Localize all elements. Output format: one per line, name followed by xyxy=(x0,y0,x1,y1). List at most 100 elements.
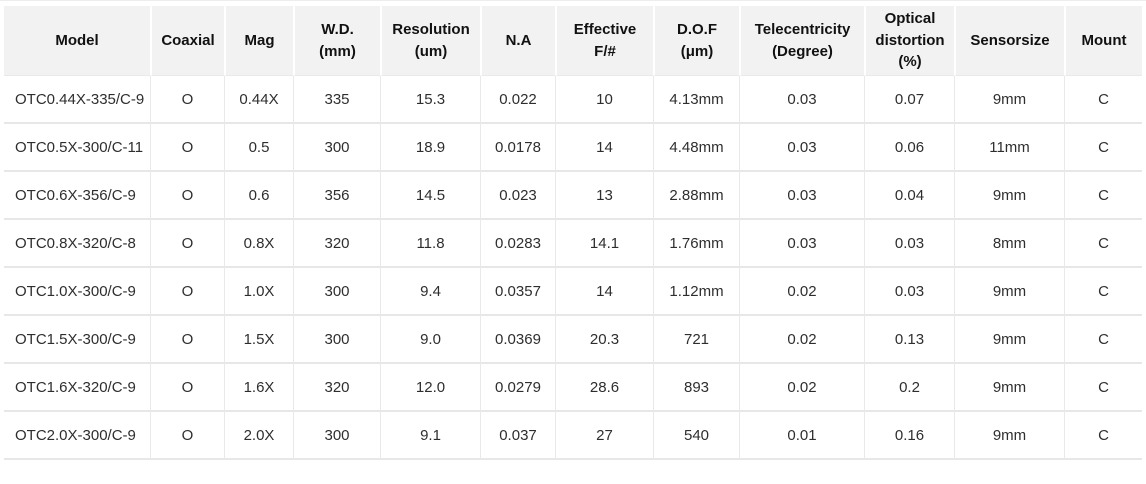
column-header-working-distance: W.D. (mm) xyxy=(293,6,380,76)
cell-dof: 4.13mm xyxy=(653,76,739,124)
cell-model: OTC0.6X-356/C-9 xyxy=(4,172,150,220)
cell-sensor-size: 9mm xyxy=(954,316,1064,364)
cell-wd: 300 xyxy=(293,316,380,364)
cell-mag: 2.0X xyxy=(224,412,293,460)
cell-mag: 1.5X xyxy=(224,316,293,364)
table-row: OTC0.44X-335/C-9 O 0.44X 335 15.3 0.022 10 4.13… xyxy=(4,76,1142,124)
cell-wd: 335 xyxy=(293,76,380,124)
cell-effective-f: 14.1 xyxy=(555,220,653,268)
cell-mag: 0.6 xyxy=(224,172,293,220)
table-row: OTC2.0X-300/C-9 O 2.0X 300 9.1 0.037 27 540 0.01… xyxy=(4,412,1142,460)
cell-effective-f: 10 xyxy=(555,76,653,124)
cell-na: 0.0178 xyxy=(480,124,555,172)
cell-mag: 1.6X xyxy=(224,364,293,412)
cell-wd: 320 xyxy=(293,220,380,268)
cell-coaxial: O xyxy=(150,124,224,172)
header-row: Model Coaxial Mag W.D. (mm) Resolution (… xyxy=(4,6,1142,76)
cell-effective-f: 28.6 xyxy=(555,364,653,412)
column-header-mag: Mag xyxy=(224,6,293,76)
cell-effective-f: 14 xyxy=(555,124,653,172)
cell-na: 0.023 xyxy=(480,172,555,220)
cell-mount: C xyxy=(1064,76,1142,124)
cell-model: OTC0.44X-335/C-9 xyxy=(4,76,150,124)
cell-resolution: 14.5 xyxy=(380,172,480,220)
cell-optical-distortion: 0.16 xyxy=(864,412,954,460)
cell-mag: 0.5 xyxy=(224,124,293,172)
cell-sensor-size: 9mm xyxy=(954,76,1064,124)
cell-model: OTC2.0X-300/C-9 xyxy=(4,412,150,460)
column-header-optical-distortion: Optical distortion (%) xyxy=(864,6,954,76)
cell-coaxial: O xyxy=(150,364,224,412)
cell-mount: C xyxy=(1064,364,1142,412)
cell-mount: C xyxy=(1064,220,1142,268)
cell-sensor-size: 8mm xyxy=(954,220,1064,268)
cell-effective-f: 13 xyxy=(555,172,653,220)
cell-model: OTC1.0X-300/C-9 xyxy=(4,268,150,316)
column-header-model: Model xyxy=(4,6,150,76)
cell-effective-f: 20.3 xyxy=(555,316,653,364)
cell-coaxial: O xyxy=(150,316,224,364)
cell-sensor-size: 9mm xyxy=(954,172,1064,220)
cell-telecentricity: 0.03 xyxy=(739,172,864,220)
cell-effective-f: 14 xyxy=(555,268,653,316)
telecentric-lens-spec-table: Model Coaxial Mag W.D. (mm) Resolution (… xyxy=(4,6,1142,460)
table-row: OTC0.8X-320/C-8 O 0.8X 320 11.8 0.0283 14.1 1.7… xyxy=(4,220,1142,268)
cell-dof: 540 xyxy=(653,412,739,460)
cell-wd: 320 xyxy=(293,364,380,412)
cell-wd: 300 xyxy=(293,124,380,172)
cell-mount: C xyxy=(1064,316,1142,364)
cell-resolution: 9.0 xyxy=(380,316,480,364)
cell-na: 0.037 xyxy=(480,412,555,460)
column-header-telecentricity: Telecentricity (Degree) xyxy=(739,6,864,76)
table-row: OTC0.6X-356/C-9 O 0.6 356 14.5 0.023 13 2.88mm 0… xyxy=(4,172,1142,220)
cell-dof: 4.48mm xyxy=(653,124,739,172)
cell-na: 0.022 xyxy=(480,76,555,124)
cell-dof: 721 xyxy=(653,316,739,364)
cell-telecentricity: 0.03 xyxy=(739,124,864,172)
cell-wd: 356 xyxy=(293,172,380,220)
cell-resolution: 15.3 xyxy=(380,76,480,124)
cell-dof: 2.88mm xyxy=(653,172,739,220)
cell-optical-distortion: 0.04 xyxy=(864,172,954,220)
cell-telecentricity: 0.02 xyxy=(739,268,864,316)
cell-telecentricity: 0.03 xyxy=(739,76,864,124)
cell-resolution: 11.8 xyxy=(380,220,480,268)
cell-telecentricity: 0.02 xyxy=(739,316,864,364)
cell-sensor-size: 9mm xyxy=(954,364,1064,412)
cell-na: 0.0279 xyxy=(480,364,555,412)
cell-na: 0.0369 xyxy=(480,316,555,364)
cell-model: OTC0.8X-320/C-8 xyxy=(4,220,150,268)
cell-optical-distortion: 0.06 xyxy=(864,124,954,172)
cell-optical-distortion: 0.03 xyxy=(864,268,954,316)
cell-dof: 893 xyxy=(653,364,739,412)
cell-telecentricity: 0.02 xyxy=(739,364,864,412)
cell-telecentricity: 0.03 xyxy=(739,220,864,268)
cell-resolution: 18.9 xyxy=(380,124,480,172)
column-header-resolution: Resolution (um) xyxy=(380,6,480,76)
cell-mount: C xyxy=(1064,124,1142,172)
cell-coaxial: O xyxy=(150,76,224,124)
cell-coaxial: O xyxy=(150,220,224,268)
column-header-mount: Mount xyxy=(1064,6,1142,76)
cell-resolution: 12.0 xyxy=(380,364,480,412)
column-header-coaxial: Coaxial xyxy=(150,6,224,76)
cell-optical-distortion: 0.2 xyxy=(864,364,954,412)
table-row: OTC1.0X-300/C-9 O 1.0X 300 9.4 0.0357 14 1.12mm… xyxy=(4,268,1142,316)
cell-mount: C xyxy=(1064,268,1142,316)
column-header-numerical-aperture: N.A xyxy=(480,6,555,76)
column-header-effective-fnumber: Effective F/# xyxy=(555,6,653,76)
cell-wd: 300 xyxy=(293,412,380,460)
cell-coaxial: O xyxy=(150,268,224,316)
cell-telecentricity: 0.01 xyxy=(739,412,864,460)
table-body: OTC0.44X-335/C-9 O 0.44X 335 15.3 0.022 10 4.13… xyxy=(4,76,1142,460)
cell-resolution: 9.4 xyxy=(380,268,480,316)
cell-optical-distortion: 0.07 xyxy=(864,76,954,124)
cell-mount: C xyxy=(1064,412,1142,460)
cell-coaxial: O xyxy=(150,412,224,460)
cell-resolution: 9.1 xyxy=(380,412,480,460)
column-header-depth-of-field: D.O.F (μm) xyxy=(653,6,739,76)
table-row: OTC0.5X-300/C-11 O 0.5 300 18.9 0.0178 14 4.48m… xyxy=(4,124,1142,172)
cell-mag: 1.0X xyxy=(224,268,293,316)
table-row: OTC1.5X-300/C-9 O 1.5X 300 9.0 0.0369 20.3 721 0… xyxy=(4,316,1142,364)
